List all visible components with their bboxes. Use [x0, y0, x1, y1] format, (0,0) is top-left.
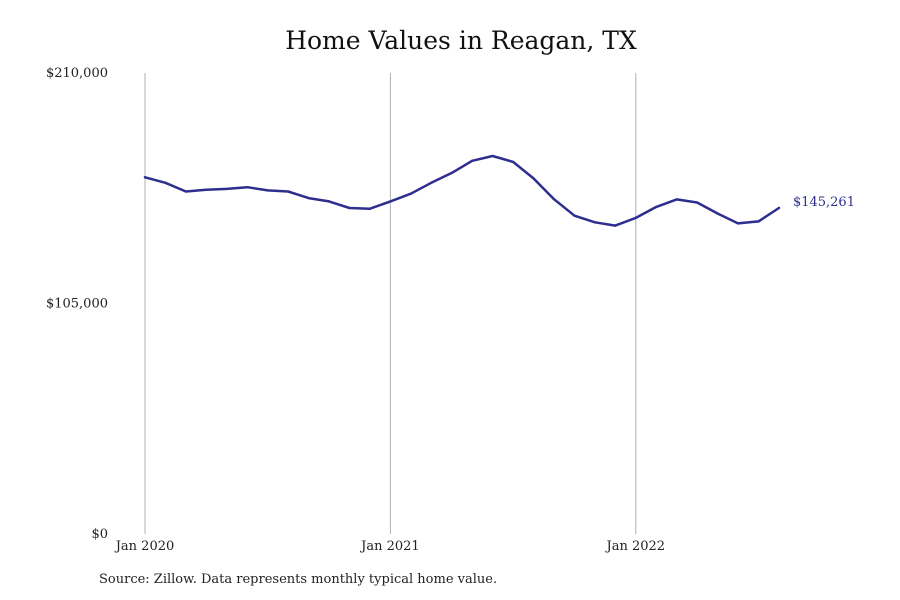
- data-point: [184, 190, 188, 193]
- data-point: [143, 176, 147, 179]
- data-point: [777, 206, 781, 210]
- data-point: [409, 192, 413, 195]
- series-group: $145,261: [143, 154, 855, 227]
- data-point: [286, 190, 290, 193]
- grid-lines: [144, 73, 637, 534]
- y-axis-ticks: $0 $105,000 $210,000: [46, 66, 108, 542]
- data-point: [532, 177, 535, 180]
- data-point: [246, 185, 249, 189]
- data-point: [757, 220, 760, 223]
- x-tick-label: Jan 2020: [114, 539, 175, 554]
- data-point: [266, 189, 269, 192]
- series-line: [143, 154, 781, 227]
- data-point: [327, 200, 331, 203]
- data-point: [471, 159, 474, 163]
- end-value-label: $145,261: [793, 195, 855, 210]
- data-point: [430, 181, 433, 184]
- data-point: [205, 188, 208, 191]
- x-tick-label: Jan 2022: [605, 539, 666, 554]
- data-point: [736, 222, 740, 225]
- data-point: [716, 212, 719, 215]
- source-note: Source: Zillow. Data represents monthly …: [99, 572, 498, 587]
- data-point: [634, 216, 637, 220]
- data-point: [573, 214, 576, 217]
- data-point: [695, 201, 699, 204]
- data-point: [614, 224, 617, 227]
- data-point: [225, 187, 228, 191]
- y-tick-label: $0: [91, 527, 108, 542]
- data-point: [348, 206, 351, 210]
- data-point: [675, 198, 678, 201]
- data-point: [593, 221, 597, 224]
- data-point: [655, 205, 658, 209]
- y-tick-label: $105,000: [46, 297, 108, 312]
- x-axis-ticks: Jan 2020 Jan 2021 Jan 2022: [114, 539, 665, 554]
- data-point: [552, 198, 556, 201]
- data-point: [307, 196, 310, 200]
- y-tick-label: $210,000: [46, 66, 108, 81]
- data-point: [368, 207, 372, 210]
- data-point: [164, 181, 167, 184]
- data-point: [511, 160, 515, 164]
- x-tick-label: Jan 2021: [359, 539, 420, 554]
- data-point: [491, 154, 494, 158]
- data-point: [389, 200, 392, 203]
- data-point: [450, 171, 453, 175]
- chart-title: Home Values in Reagan, TX: [285, 26, 637, 55]
